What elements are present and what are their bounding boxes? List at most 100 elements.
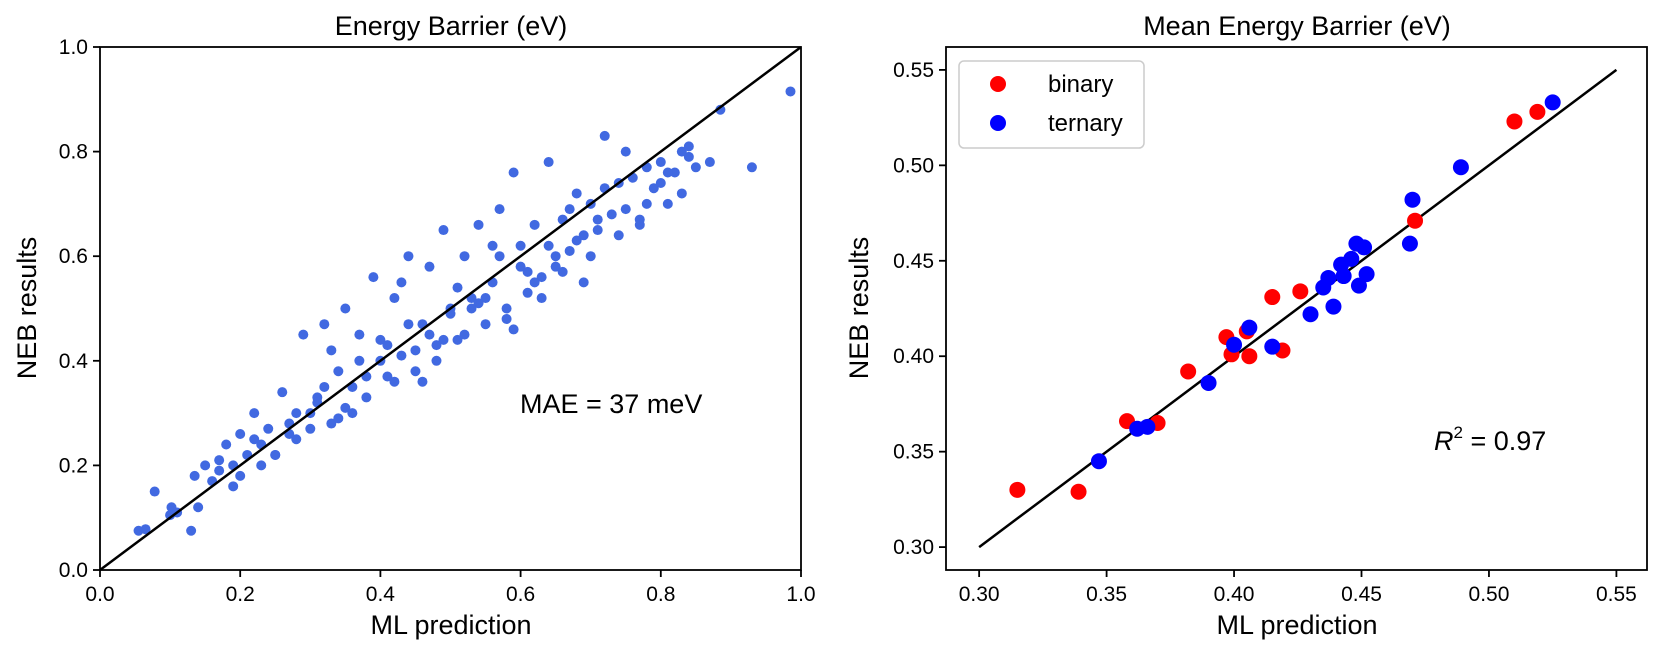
- x-axis-label: ML prediction: [1216, 610, 1377, 640]
- x-tick-label: 0.4: [366, 583, 396, 606]
- data-point: [417, 376, 428, 387]
- data-point: [592, 214, 603, 225]
- data-point: [578, 277, 589, 288]
- legend: binary ternary: [958, 60, 1145, 149]
- legend-label-binary: binary: [1048, 71, 1113, 98]
- data-point: [235, 429, 246, 440]
- data-point: [522, 287, 533, 298]
- data-point: [655, 157, 666, 168]
- data-point: [487, 240, 498, 251]
- data-point: [389, 293, 400, 304]
- data-point: [508, 167, 519, 178]
- data-point-binary: [1180, 363, 1197, 380]
- data-point-ternary: [1200, 374, 1217, 391]
- data-point: [326, 345, 337, 356]
- data-point: [186, 525, 197, 536]
- data-point: [452, 282, 463, 293]
- data-point: [326, 418, 337, 429]
- data-point: [683, 151, 694, 162]
- data-point: [648, 183, 659, 194]
- plot-title: Energy Barrier (eV): [335, 11, 568, 41]
- legend-label-ternary: ternary: [1048, 110, 1123, 137]
- data-point: [235, 470, 246, 481]
- data-point: [403, 251, 414, 262]
- data-point: [785, 86, 796, 97]
- y-tick-label: 1.0: [59, 36, 88, 59]
- data-point: [480, 293, 491, 304]
- data-point: [536, 293, 547, 304]
- data-point: [704, 157, 715, 168]
- x-tick-label: 0.6: [506, 583, 535, 606]
- energy-barrier-plot: Energy Barrier (eV) 0.0 0.2 0.4 0.6 0.8 1.0 0…: [12, 11, 816, 640]
- data-point: [669, 167, 680, 178]
- data-point: [149, 486, 160, 497]
- data-points: [133, 86, 796, 536]
- data-point: [396, 350, 407, 361]
- data-point: [473, 219, 484, 230]
- data-point-ternary: [1226, 336, 1243, 353]
- data-point: [508, 324, 519, 335]
- data-point: [410, 345, 421, 356]
- data-point: [382, 371, 393, 382]
- y-tick-label: 0.35: [893, 441, 934, 464]
- x-tick-label: 0.30: [959, 583, 1000, 606]
- data-point: [249, 408, 260, 419]
- data-point-binary: [1264, 289, 1281, 306]
- data-point: [333, 366, 344, 377]
- data-point: [438, 334, 449, 345]
- data-point-ternary: [1264, 338, 1281, 355]
- data-point: [578, 230, 589, 241]
- data-point: [396, 277, 407, 288]
- x-tick-label: 0.45: [1341, 583, 1382, 606]
- data-point: [662, 167, 673, 178]
- data-point: [473, 298, 484, 309]
- data-point-ternary: [1356, 239, 1373, 256]
- data-point: [140, 524, 151, 535]
- y-tick-label: 0.2: [59, 454, 88, 477]
- data-point: [305, 423, 316, 434]
- plot-area-frame: [945, 46, 1648, 571]
- y-tick-label: 0.30: [893, 536, 934, 559]
- data-point-binary: [1407, 212, 1424, 229]
- data-point: [529, 219, 540, 230]
- data-point: [550, 261, 561, 272]
- r-squared-symbol: R: [1434, 426, 1454, 456]
- data-point: [189, 470, 200, 481]
- data-point-ternary: [1335, 268, 1352, 285]
- y-tick-label: 0.50: [893, 154, 934, 177]
- data-point: [424, 329, 435, 340]
- x-tick-label: 0.55: [1596, 583, 1637, 606]
- data-point: [193, 502, 204, 513]
- data-point-ternary: [1139, 418, 1156, 435]
- data-point-ternary: [1544, 94, 1561, 111]
- data-point: [515, 240, 526, 251]
- data-point-ternary: [1452, 159, 1469, 176]
- data-point-ternary: [1320, 269, 1337, 286]
- data-point-ternary: [1343, 250, 1360, 267]
- r-squared-value: = 0.97: [1463, 426, 1546, 456]
- data-point-ternary: [1302, 306, 1319, 323]
- data-point: [480, 319, 491, 330]
- data-point: [270, 449, 281, 460]
- data-point-ternary: [1325, 298, 1342, 315]
- data-point: [298, 329, 309, 340]
- data-point: [228, 481, 239, 492]
- data-point: [459, 251, 470, 262]
- data-point: [522, 266, 533, 277]
- data-point: [662, 198, 673, 209]
- data-point: [340, 303, 351, 314]
- r-squared-exponent: 2: [1454, 423, 1463, 442]
- x-tick-label: 0.0: [85, 583, 114, 606]
- data-points: [1009, 94, 1561, 500]
- data-point: [319, 319, 330, 330]
- data-point: [585, 251, 596, 262]
- data-point: [291, 408, 302, 419]
- data-point: [389, 376, 400, 387]
- plot-area-frame: [99, 46, 802, 571]
- r-squared-annotation: R2 = 0.97: [1434, 423, 1546, 456]
- data-point: [564, 204, 575, 215]
- data-point: [529, 277, 540, 288]
- data-point-ternary: [1401, 235, 1418, 252]
- data-point: [424, 261, 435, 272]
- data-point-binary: [1070, 483, 1087, 500]
